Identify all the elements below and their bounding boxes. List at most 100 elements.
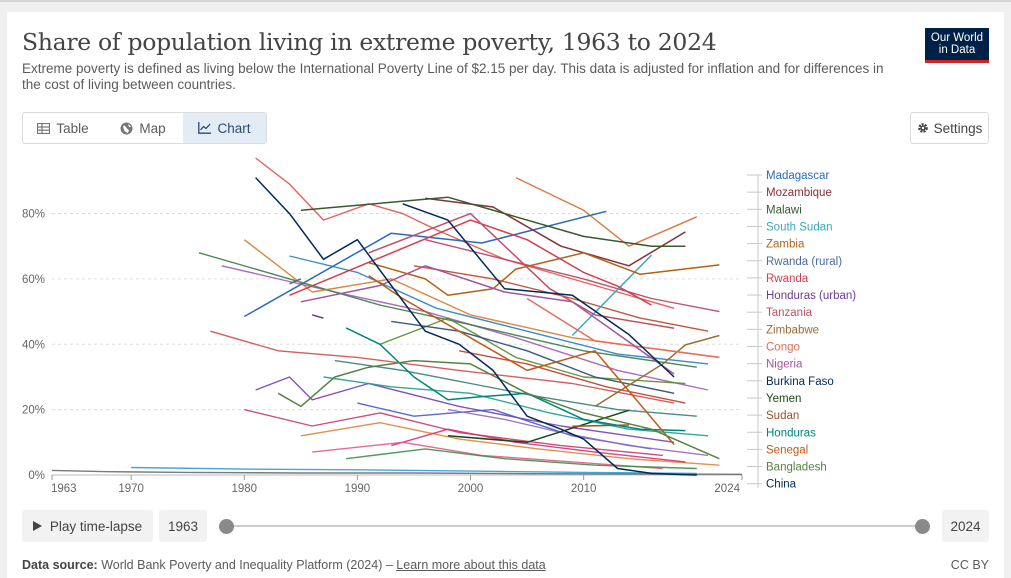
series-line-bangladesh — [277, 359, 720, 460]
x-tick-label: 2010 — [571, 483, 597, 495]
series-line-congo — [526, 297, 720, 359]
series-lines — [243, 177, 720, 476]
background-series-line-9 — [300, 422, 720, 466]
series-line-south-sudan — [571, 254, 653, 337]
legend-label-yemen: Yemen — [766, 393, 801, 405]
legend: Madagascar Mozambique Malawi South Sudan Zam… — [747, 170, 856, 491]
background-series-line-17 — [515, 176, 698, 247]
background-series-line-1 — [210, 330, 675, 404]
legend-label-south-sudan: South Sudan — [766, 221, 833, 233]
tab-table-label: Table — [56, 120, 89, 136]
series-line-zimbabwe — [594, 334, 720, 408]
globe-icon — [120, 122, 133, 134]
y-axis-labels: 0% 20% 40% 60% 80% — [22, 209, 45, 482]
tab-map[interactable]: Map — [103, 113, 183, 143]
series-line-tanzania — [368, 212, 675, 330]
series-line-rwanda-rural- — [289, 278, 302, 285]
chart-card — [7, 12, 1004, 578]
start-year-box[interactable]: 1963 — [159, 510, 207, 542]
y-tick-label: 80% — [22, 209, 45, 221]
chart-subtitle: Extreme poverty is defined as living bel… — [22, 61, 884, 92]
x-tick-label: 1980 — [231, 483, 257, 495]
logo-line-1: Our World — [930, 32, 984, 44]
x-tick-label: 1990 — [345, 483, 371, 495]
y-tick-label: 60% — [22, 274, 45, 286]
play-label: Play time-lapse — [49, 518, 143, 534]
x-axis: 1963 1970 1980 1990 2000 2010 2024 — [51, 475, 743, 495]
legend-label-sudan: Sudan — [766, 410, 799, 422]
end-year-handle[interactable] — [915, 519, 930, 534]
background-series-line-5 — [289, 255, 709, 365]
series-line-madagascar — [243, 210, 607, 318]
background-series-line-0 — [255, 157, 675, 309]
end-year-box[interactable]: 2024 — [942, 510, 989, 542]
legend-label-honduras-urban-: Honduras (urban) — [766, 290, 856, 302]
legend-label-china: China — [766, 479, 797, 491]
background-series — [51, 157, 743, 475]
y-tick-label: 0% — [28, 470, 45, 482]
background-series-line-11 — [413, 265, 709, 332]
start-year-handle[interactable] — [219, 519, 234, 534]
background-series-line-23 — [459, 350, 686, 404]
timeline-track[interactable] — [226, 525, 922, 527]
background-series-line-12 — [379, 317, 686, 385]
logo-line-2: in Data — [938, 43, 976, 56]
background-series-line-14 — [131, 466, 697, 475]
y-tick-label: 40% — [22, 339, 45, 351]
legend-label-rwanda-rural-: Rwanda (rural) — [766, 256, 842, 268]
legend-label-malawi: Malawi — [766, 204, 802, 216]
legend-label-honduras: Honduras — [766, 427, 816, 439]
chart-title: Share of population living in extreme po… — [22, 28, 717, 56]
series-line-malawi — [300, 196, 686, 247]
legend-label-rwanda: Rwanda — [766, 273, 809, 285]
x-tick-label: 1963 — [51, 483, 77, 495]
learn-more-link[interactable]: Learn more about this data — [396, 558, 546, 572]
background-series-line-18 — [425, 239, 720, 313]
background-series-line-20 — [447, 408, 709, 457]
background-series-line-13 — [391, 428, 686, 463]
gear-icon — [917, 123, 928, 133]
tab-table[interactable]: Table — [23, 113, 103, 143]
x-tick-label: 1970 — [118, 483, 144, 495]
source-text: World Bank Poverty and Inequality Platfo… — [101, 558, 393, 572]
series-line-rwanda — [289, 219, 652, 306]
series-line-senegal — [368, 274, 675, 446]
series-line-nigeria — [300, 265, 675, 375]
background-series-line-15 — [51, 469, 743, 475]
line-chart-icon — [198, 122, 212, 134]
legend-label-zimbabwe: Zimbabwe — [766, 324, 819, 336]
series-line-honduras — [345, 327, 686, 432]
tab-chart[interactable]: Chart — [183, 113, 266, 143]
series-line-zambia — [368, 252, 720, 297]
background-series-line-19 — [334, 359, 697, 417]
settings-label: Settings — [933, 120, 983, 136]
x-tick-label: 2000 — [458, 483, 484, 495]
top-border — [0, 0, 1011, 2]
legend-label-bangladesh: Bangladesh — [766, 462, 827, 474]
legend-label-congo: Congo — [766, 342, 800, 354]
legend-label-mozambique: Mozambique — [766, 187, 832, 199]
series-line-honduras-urban- — [311, 314, 324, 319]
license-label[interactable]: CC BY — [950, 558, 989, 572]
legend-label-burkina-faso: Burkina Faso — [766, 376, 834, 388]
series-line-burkina-faso — [402, 203, 675, 378]
legend-label-nigeria: Nigeria — [766, 359, 803, 371]
legend-label-zambia: Zambia — [766, 239, 805, 251]
tab-map-label: Map — [139, 120, 166, 136]
owid-logo[interactable]: Our World in Data — [925, 28, 989, 63]
legend-label-senegal: Senegal — [766, 444, 808, 456]
play-timelapse-button[interactable]: Play time-lapse — [22, 510, 153, 542]
view-tabs: Table Map Chart — [22, 112, 267, 144]
series-line-china — [255, 177, 697, 476]
tab-chart-label: Chart — [217, 120, 251, 136]
settings-button[interactable]: Settings — [910, 112, 989, 144]
legend-label-tanzania: Tanzania — [766, 307, 813, 319]
table-icon — [37, 122, 51, 134]
background-series-line-8 — [323, 376, 709, 437]
background-series-line-7 — [244, 408, 663, 457]
timeline-controls: Play time-lapse 1963 2024 — [22, 510, 989, 542]
play-icon — [32, 521, 42, 531]
x-tick-label: 2024 — [714, 483, 740, 495]
background-series-line-3 — [198, 252, 697, 368]
